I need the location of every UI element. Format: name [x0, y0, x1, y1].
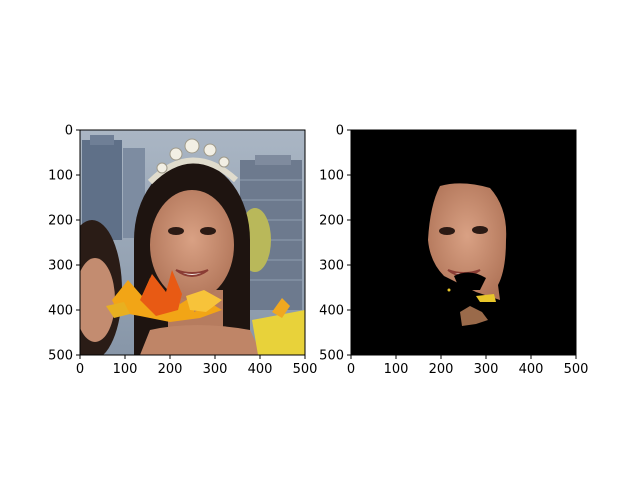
right-x-tick-label: 300: [474, 362, 499, 377]
left-x-tick-label: 0: [76, 362, 84, 377]
left-x-tick-label: 200: [158, 362, 183, 377]
left-photo: [80, 130, 305, 355]
left-x-tick-label: 400: [248, 362, 273, 377]
right-x-tick-label: 500: [564, 362, 589, 377]
left-x-tick-label: 300: [203, 362, 228, 377]
right-x-tick-label: 200: [429, 362, 454, 377]
right-x-tick-label: 400: [519, 362, 544, 377]
right-y-tick-label: 400: [319, 304, 344, 319]
right-y-tick-label: 300: [319, 259, 344, 274]
left-y-tick-label: 500: [48, 349, 73, 364]
mask-right-eye: [472, 226, 488, 234]
left-y-tick-label: 300: [48, 259, 73, 274]
left-y-tick-label: 100: [48, 169, 73, 184]
mask-left-eye: [439, 227, 455, 235]
right-axes-frame: [350, 129, 577, 356]
left-y-tick-label: 0: [65, 124, 73, 139]
right-photo: [351, 130, 576, 355]
leaf-decoration: [106, 270, 290, 322]
left-y-tick-label: 400: [48, 304, 73, 319]
right-x-tick-label: 0: [347, 362, 355, 377]
right-y-tick-label: 200: [319, 214, 344, 229]
right-x-tick-label: 100: [384, 362, 409, 377]
right-y-tick-label: 0: [336, 124, 344, 139]
left-x-tick-label: 100: [113, 362, 138, 377]
right-y-tick-label: 100: [319, 169, 344, 184]
left-y-tick-label: 200: [48, 214, 73, 229]
left-x-tick-label: 500: [293, 362, 318, 377]
right-y-tick-label: 500: [319, 349, 344, 364]
left-axes-frame: [79, 129, 306, 356]
